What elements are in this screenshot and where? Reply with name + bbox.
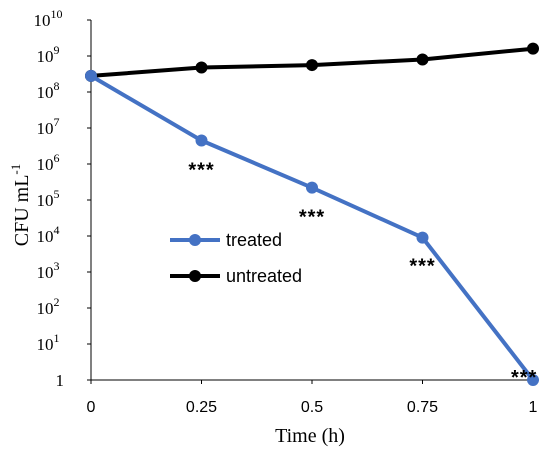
data-point-treated [527,374,539,386]
y-tick-label: 1 [56,371,65,390]
significance-annotation: *** [188,160,214,182]
y-tick-label: 102 [37,295,60,318]
data-point-untreated [416,53,429,66]
legend-marker-untreated [189,270,201,282]
y-tick-label: 109 [37,43,60,66]
y-tick-label: 105 [37,187,60,210]
data-point-treated [195,134,208,147]
legend-marker-treated [189,234,201,246]
significance-annotation: *** [409,256,435,278]
y-tick-label: 101 [37,331,60,354]
y-tick-label: 106 [37,151,60,174]
data-point-treated [416,231,429,244]
annotations-layer: *** *** *** *** [188,160,537,390]
y-axis-title-sup: -1 [8,164,23,175]
x-tick-labels: 0 0.25 0.5 0.75 1 [87,380,538,416]
legend-label-treated: treated [226,230,282,250]
legend: treated untreated [170,230,302,286]
y-tick-label: 107 [37,115,60,138]
x-tick-label: 1 [529,399,538,416]
x-tick-label: 0.25 [186,399,217,416]
legend-label-untreated: untreated [226,266,302,286]
y-tick-label: 1010 [34,7,63,30]
x-tick-label: 0.5 [301,399,323,416]
y-axis-title-base: CFU mL [11,175,33,247]
y-tick-label: 103 [37,259,60,282]
x-tick-label: 0.75 [407,399,438,416]
y-tick-label: 108 [37,79,60,102]
significance-annotation: *** [299,206,325,228]
series-layer [85,42,539,386]
x-axis-title: Time (h) [275,425,345,447]
data-point-treated [306,181,318,194]
y-axis-title: CFU mL-1 [8,164,33,247]
significance-annotation: *** [511,367,537,389]
data-point-untreated [306,59,318,72]
axes [90,20,533,381]
data-point-untreated [195,61,208,74]
data-point-treated [85,69,97,82]
data-point-untreated [527,42,539,55]
x-tick-label: 0 [87,399,96,416]
y-tick-labels: 1 101 102 103 104 105 106 107 108 109 1010 [34,7,91,390]
y-tick-label: 104 [37,223,60,246]
